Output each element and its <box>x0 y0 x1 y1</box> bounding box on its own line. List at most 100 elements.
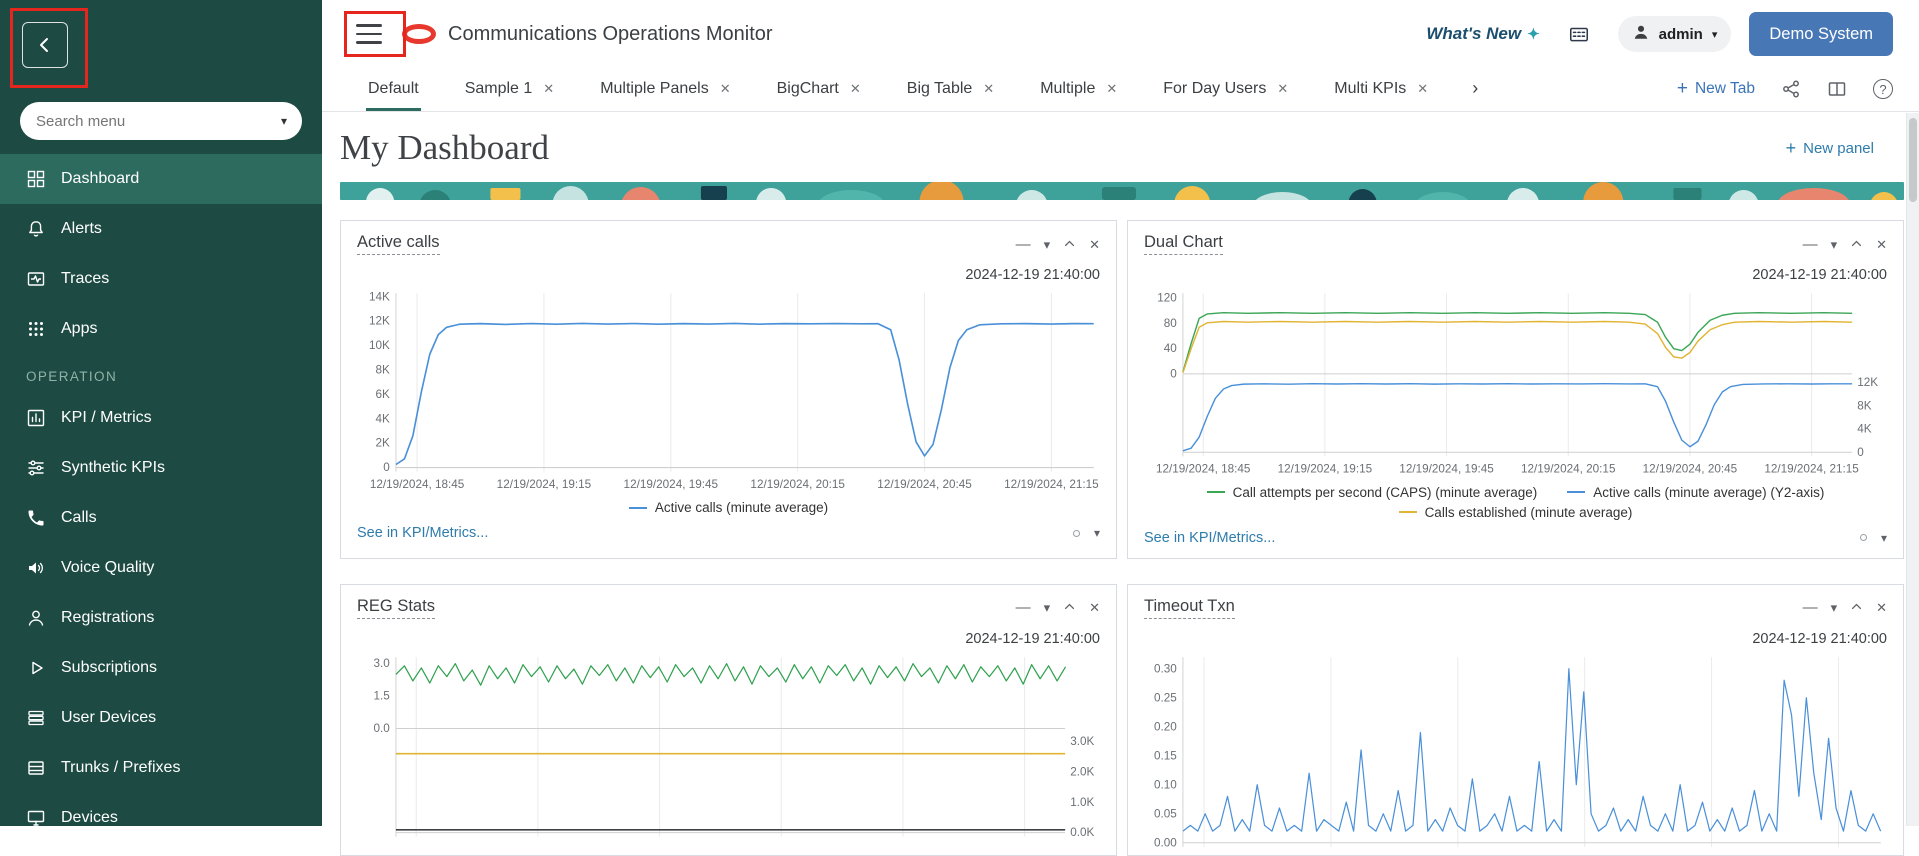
chevron-down-icon[interactable]: ▾ <box>1043 236 1051 252</box>
collapse-up-icon[interactable] <box>1063 237 1076 252</box>
minimize-icon[interactable]: — <box>1802 599 1818 617</box>
svg-text:2.0K: 2.0K <box>1070 765 1094 778</box>
search-input[interactable] <box>20 102 302 140</box>
vertical-scrollbar[interactable] <box>1906 113 1919 826</box>
chevron-down-icon[interactable]: ▾ <box>1880 530 1887 545</box>
new-panel-button[interactable]: + New panel <box>1785 137 1874 158</box>
tab-bigchart[interactable]: BigChart ✕ <box>776 80 861 97</box>
svg-text:1.0K: 1.0K <box>1070 796 1094 809</box>
collapse-up-icon[interactable] <box>1850 237 1863 252</box>
tab-multiple-panels[interactable]: Multiple Panels ✕ <box>600 80 731 97</box>
close-icon[interactable]: ✕ <box>1876 600 1887 616</box>
svg-text:0: 0 <box>1170 367 1177 380</box>
svg-text:0.0: 0.0 <box>374 722 391 735</box>
close-icon[interactable]: ✕ <box>1089 236 1100 252</box>
svg-text:12/19/2024, 21:15: 12/19/2024, 21:15 <box>1004 478 1099 491</box>
collapse-up-icon[interactable] <box>1850 600 1863 615</box>
tab-default[interactable]: Default <box>366 80 421 111</box>
chevron-down-icon[interactable]: ▾ <box>1043 600 1051 616</box>
close-icon[interactable]: ✕ <box>983 81 995 96</box>
sidebar-item-registrations[interactable]: Registrations <box>0 593 322 643</box>
sidebar-item-devices[interactable]: Devices <box>0 793 322 843</box>
close-icon[interactable]: ✕ <box>1277 81 1289 96</box>
chart-legend: Active calls (minute average) <box>341 496 1116 515</box>
sidebar-item-synthetic-kpis[interactable]: Synthetic KPIs <box>0 443 322 493</box>
svg-text:0.05: 0.05 <box>1154 807 1177 820</box>
sidebar-item-alerts[interactable]: Alerts <box>0 204 322 254</box>
close-icon[interactable]: ✕ <box>1417 81 1429 96</box>
svg-text:2K: 2K <box>375 437 390 450</box>
oracle-logo <box>402 24 436 44</box>
sidebar-item-voice-quality[interactable]: Voice Quality <box>0 543 322 593</box>
help-icon[interactable]: ? <box>1873 79 1893 99</box>
svg-text:0.00: 0.00 <box>1154 836 1177 849</box>
panel-title[interactable]: REG Stats <box>357 597 435 619</box>
panel-title[interactable]: Dual Chart <box>1144 233 1223 255</box>
svg-text:12/19/2024, 20:45: 12/19/2024, 20:45 <box>1643 463 1738 476</box>
svg-text:8K: 8K <box>375 364 390 377</box>
speaker-icon <box>26 558 46 578</box>
sidebar-item-calls[interactable]: Calls <box>0 493 322 543</box>
user-menu[interactable]: admin ▾ <box>1617 16 1732 52</box>
minimize-icon[interactable]: — <box>1802 235 1818 253</box>
status-dot-icon[interactable] <box>1859 534 1867 542</box>
svg-text:14K: 14K <box>369 290 390 303</box>
svg-text:40: 40 <box>1164 342 1178 355</box>
chevron-down-icon[interactable]: ▾ <box>280 114 287 128</box>
tab-multiple[interactable]: Multiple ✕ <box>1040 80 1118 97</box>
sidebar-item-label: Apps <box>61 320 98 337</box>
play-icon <box>26 658 46 678</box>
legend-dash <box>1398 511 1417 514</box>
tab-overflow-chevron-icon[interactable]: › <box>1472 78 1479 98</box>
status-dot-icon[interactable] <box>1072 529 1080 537</box>
sidebar-item-subscriptions[interactable]: Subscriptions <box>0 643 322 693</box>
svg-text:120: 120 <box>1157 292 1177 305</box>
page-title: My Dashboard <box>340 128 549 167</box>
close-icon[interactable]: ✕ <box>543 81 555 96</box>
panel-title[interactable]: Timeout Txn <box>1144 597 1235 619</box>
sidebar-item-label: KPI / Metrics <box>61 409 152 426</box>
sidebar-item-traces[interactable]: Traces <box>0 254 322 304</box>
hamburger-menu-icon[interactable] <box>352 21 386 47</box>
legend-dash <box>1567 491 1586 494</box>
chevron-down-icon[interactable]: ▾ <box>1093 526 1100 541</box>
tab-big-table[interactable]: Big Table ✕ <box>906 80 995 97</box>
sidebar-section-operation: OPERATION <box>26 369 118 384</box>
chevron-down-icon[interactable]: ▾ <box>1830 236 1838 252</box>
close-icon[interactable]: ✕ <box>719 81 731 96</box>
demo-system-button[interactable]: Demo System <box>1749 12 1893 56</box>
see-in-kpi-link[interactable]: See in KPI/Metrics... <box>357 525 489 542</box>
plus-icon: + <box>1785 137 1797 158</box>
sidebar-item-trunks-prefixes[interactable]: Trunks / Prefixes <box>0 743 322 793</box>
svg-text:12/19/2024, 19:45: 12/19/2024, 19:45 <box>624 478 719 491</box>
svg-text:6K: 6K <box>375 388 390 401</box>
scrollbar-thumb[interactable] <box>1909 118 1917 202</box>
tab-multi-kpis[interactable]: Multi KPIs ✕ <box>1334 80 1429 97</box>
panel-list-icon[interactable] <box>1568 23 1590 45</box>
sidebar-collapse-button[interactable] <box>22 22 68 68</box>
collapse-up-icon[interactable] <box>1063 600 1076 615</box>
close-icon[interactable]: ✕ <box>1089 600 1100 616</box>
top-bar: Communications Operations Monitor What's… <box>322 0 1919 68</box>
share-icon[interactable] <box>1781 79 1801 99</box>
close-icon[interactable]: ✕ <box>849 81 861 96</box>
sidebar-item-apps[interactable]: Apps <box>0 304 322 354</box>
sidebar-item-kpi-metrics[interactable]: KPI / Metrics <box>0 393 322 443</box>
layout-icon[interactable] <box>1827 79 1847 99</box>
new-tab-button[interactable]: + New Tab <box>1676 78 1755 99</box>
sidebar-item-user-devices[interactable]: User Devices <box>0 693 322 743</box>
chevron-down-icon[interactable]: ▾ <box>1830 600 1838 616</box>
minimize-icon[interactable]: — <box>1015 235 1031 253</box>
legend-dash <box>1206 491 1225 494</box>
tab-sample-1[interactable]: Sample 1 ✕ <box>464 80 555 97</box>
svg-text:10K: 10K <box>369 339 390 352</box>
sidebar-item-dashboard[interactable]: Dashboard <box>0 154 322 204</box>
panel-reg-stats: REG Stats — ▾ ✕ 2024-12-19 21:40:00 3.0 1… <box>340 583 1117 856</box>
see-in-kpi-link[interactable]: See in KPI/Metrics... <box>1144 529 1276 546</box>
close-icon[interactable]: ✕ <box>1106 81 1118 96</box>
panel-title[interactable]: Active calls <box>357 233 440 255</box>
minimize-icon[interactable]: — <box>1015 599 1031 617</box>
tab-for-day-users[interactable]: For Day Users ✕ <box>1163 80 1289 97</box>
close-icon[interactable]: ✕ <box>1876 236 1887 252</box>
whats-new-link[interactable]: What's New ✦ <box>1426 24 1540 43</box>
